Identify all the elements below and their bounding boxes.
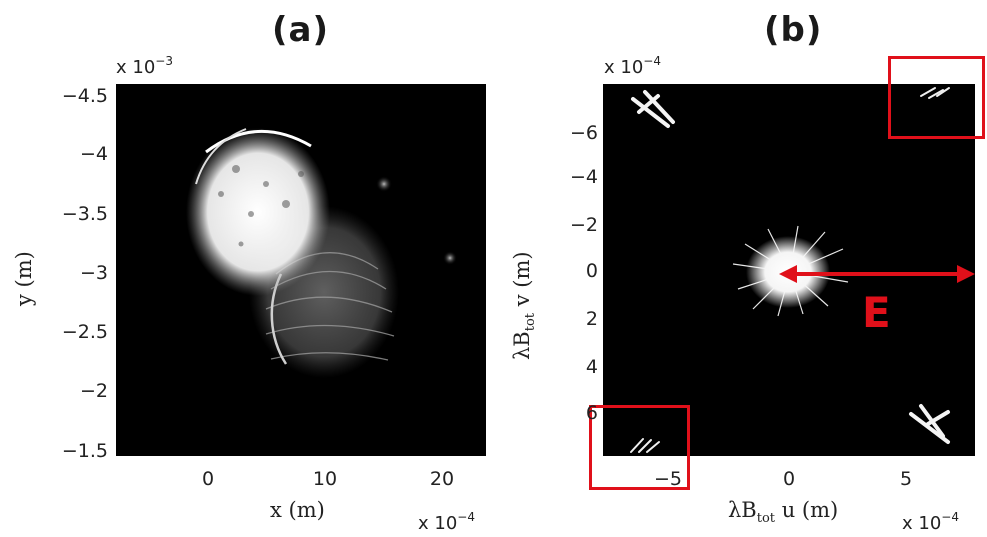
panel-a-x-multiplier-base: x 10 xyxy=(418,513,458,534)
panel-a-y-multiplier: x 10−3 xyxy=(116,54,173,78)
panel-b-xlabel-pre: λB xyxy=(728,498,757,522)
panel-b-ytick: 4 xyxy=(585,356,598,378)
speck-2 xyxy=(443,251,457,265)
panel-a-xtick: 0 xyxy=(201,468,215,490)
panel-a-xtick: 20 xyxy=(429,468,455,490)
panel-b-x-multiplier-base: x 10 xyxy=(902,513,942,534)
panel-a-ytick: −2 xyxy=(79,380,108,402)
panel-b-x-multiplier-exp: −4 xyxy=(941,510,959,524)
panel-b-diffraction-image xyxy=(630,87,975,453)
panel-a-xlabel: x (m) xyxy=(270,498,325,522)
panel-b-xlabel-post: u (m) xyxy=(775,498,839,522)
panel-b-ytick: 2 xyxy=(585,308,598,330)
corner-blob-top-left xyxy=(631,90,675,128)
panel-b-y-multiplier-exp: −4 xyxy=(643,54,661,68)
panel-a-ylabel: y (m) xyxy=(12,251,36,306)
panel-b-x-multiplier: x 10−4 xyxy=(902,510,959,534)
panel-a-ytick: −3 xyxy=(79,262,108,284)
panel-b-ytick: 0 xyxy=(585,260,598,282)
highlight-box-bottom-left xyxy=(589,405,690,490)
corner-blob-bottom-left xyxy=(630,438,660,453)
panel-b-y-multiplier-base: x 10 xyxy=(604,57,644,78)
panel-a-title: (a) xyxy=(272,10,330,50)
panel-a-x-multiplier: x 10−4 xyxy=(418,510,475,534)
panel-b-ylabel-post: v (m) xyxy=(510,251,534,313)
highlight-box-top-right xyxy=(888,56,985,139)
corner-blob-bottom-right xyxy=(909,404,950,444)
panel-b-y-multiplier: x 10−4 xyxy=(604,54,661,78)
panel-b-ytick: 6 xyxy=(585,402,598,424)
panel-a-xtick: 10 xyxy=(312,468,338,490)
corner-blob-top-right xyxy=(920,87,950,99)
panel-a-image xyxy=(116,84,486,456)
panel-a-ytick: −3.5 xyxy=(61,203,108,225)
panel-a-ytick: −2.5 xyxy=(61,321,108,343)
panel-a-x-multiplier-exp: −4 xyxy=(457,510,475,524)
panel-b-xtick: 0 xyxy=(782,468,796,490)
panel-b-xtick: −5 xyxy=(653,468,682,490)
e-field-arrow xyxy=(779,265,975,283)
panel-b-title: (b) xyxy=(764,10,823,50)
panel-a-ytick: −1.5 xyxy=(61,440,108,462)
speck-1 xyxy=(376,176,392,192)
panel-b-xlabel-sub: tot xyxy=(756,511,776,526)
panel-a-y-multiplier-base: x 10 xyxy=(116,57,156,78)
panel-b-ylabel-pre: λB xyxy=(510,331,534,360)
panel-a-object-image xyxy=(186,128,457,378)
upper-lobe xyxy=(186,128,330,296)
panel-b-image xyxy=(603,84,975,456)
panel-b-xtick: 5 xyxy=(899,468,913,490)
panel-b-ylabel-sub: tot xyxy=(523,312,538,332)
panel-b-ytick: −6 xyxy=(569,122,598,144)
panel-b-ytick: −2 xyxy=(569,214,598,236)
panel-b-ytick: −4 xyxy=(569,166,598,188)
panel-b-xlabel: λBtot u (m) xyxy=(728,498,838,526)
panel-a-ytick: −4 xyxy=(79,143,108,165)
e-field-label: E xyxy=(862,288,891,337)
panel-a-y-multiplier-exp: −3 xyxy=(155,54,173,68)
panel-b-ylabel: λBtot v (m) xyxy=(510,251,538,360)
panel-a-ytick: −4.5 xyxy=(61,85,108,107)
